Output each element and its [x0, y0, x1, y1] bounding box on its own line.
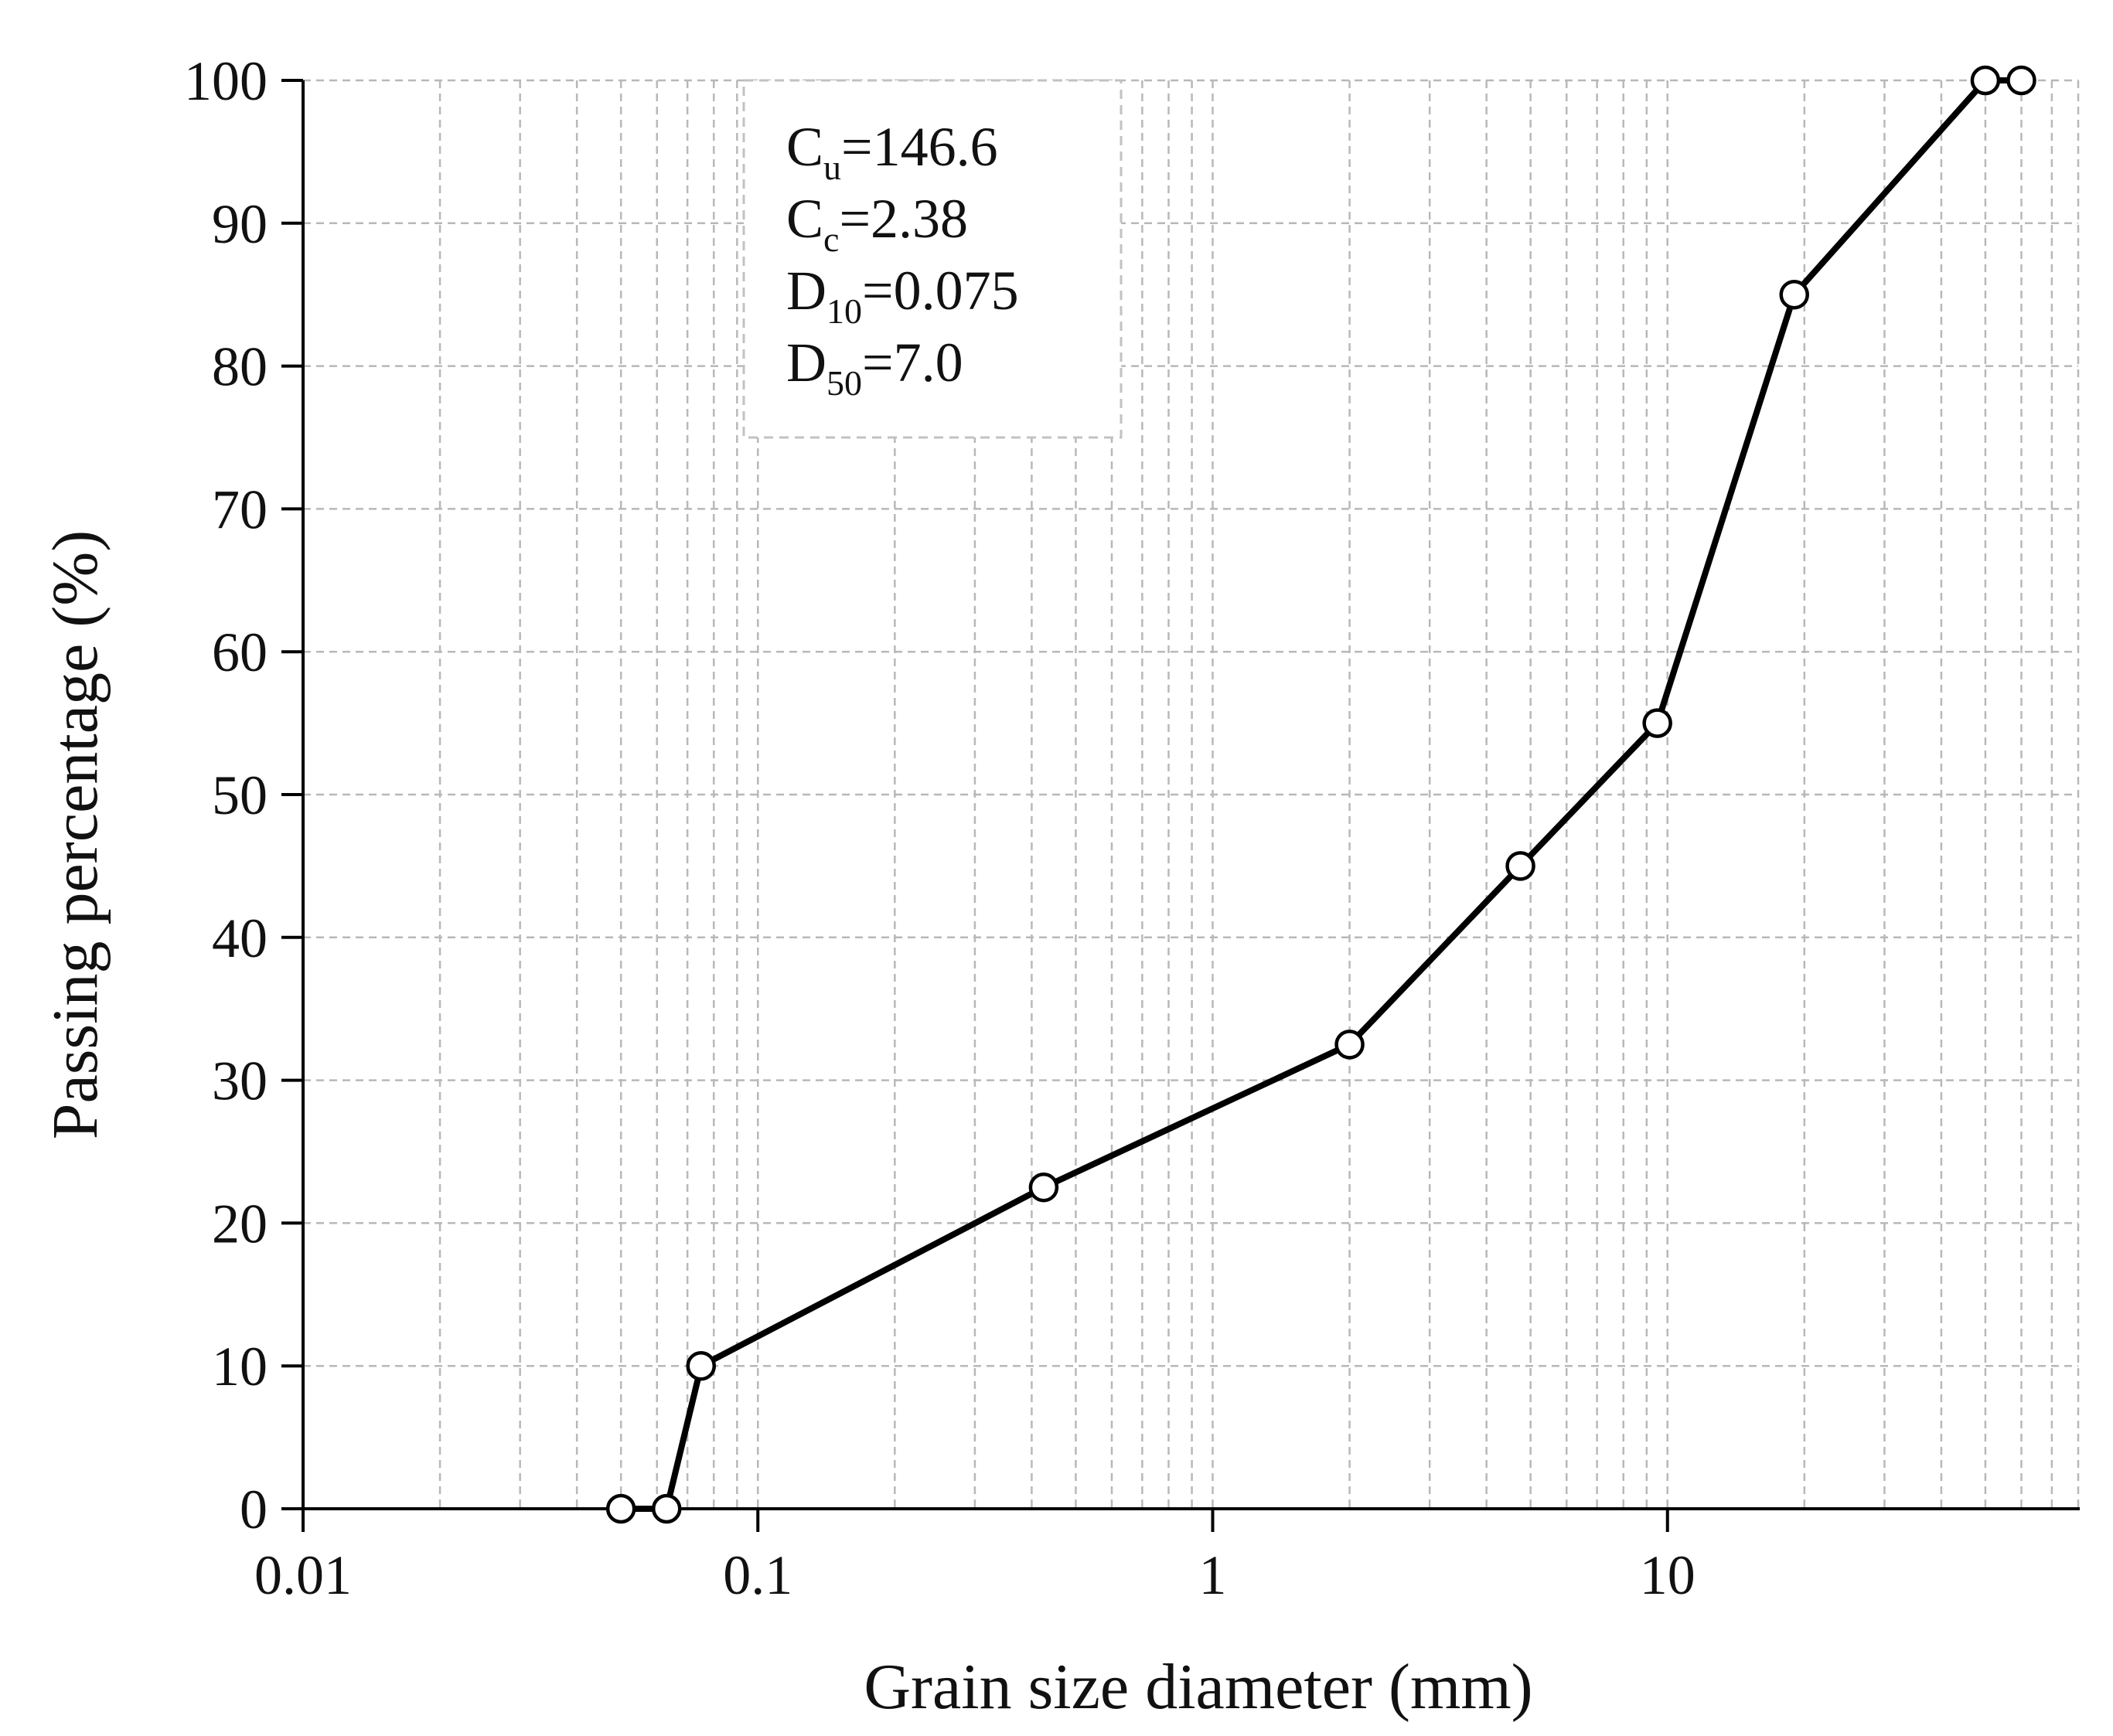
data-point-marker — [1642, 708, 1672, 738]
y-tick-label: 30 — [212, 1050, 268, 1112]
y-tick-label: 80 — [212, 336, 268, 398]
data-point-marker — [1334, 1030, 1365, 1060]
annotation-line: Cc=2.38 — [786, 188, 968, 259]
x-tick-label: 1 — [1199, 1544, 1227, 1606]
data-point-marker — [1505, 851, 1535, 881]
annotation-line: D10=0.075 — [786, 260, 1019, 331]
y-tick-label: 20 — [212, 1193, 268, 1254]
y-tick-label: 90 — [212, 193, 268, 255]
axes — [281, 79, 2080, 1532]
data-point-marker — [1970, 65, 2001, 96]
y-tick-label: 10 — [212, 1336, 268, 1397]
x-tick-label: 0.1 — [723, 1544, 792, 1606]
x-tick-label: 10 — [1640, 1544, 1696, 1606]
y-tick-label: 0 — [240, 1479, 268, 1540]
tick-labels: 0 10 20 30 40 50 60 70 80 90 100 0.01 0.1 1 10 — [184, 50, 1696, 1606]
y-tick-label: 70 — [212, 478, 268, 540]
grid-lines — [303, 79, 2080, 1509]
annotation-line: Cu=146.6 — [786, 116, 998, 187]
data-point-marker — [651, 1493, 682, 1524]
y-tick-label: 50 — [212, 764, 268, 826]
x-tick-label: 0.01 — [254, 1544, 352, 1606]
y-tick-label: 40 — [212, 907, 268, 969]
y-tick-label: 60 — [212, 621, 268, 683]
y-tick-label: 100 — [184, 50, 268, 112]
data-point-marker — [1028, 1172, 1059, 1203]
data-point-marker — [1779, 279, 1809, 310]
data-point-marker — [2006, 65, 2036, 96]
series-line — [618, 77, 2025, 1512]
annotation-frame — [742, 79, 1123, 439]
annotation-line: D50=7.0 — [786, 332, 963, 403]
data-point-marker — [686, 1350, 717, 1381]
data-point-marker — [605, 1493, 636, 1524]
data-series — [605, 65, 2036, 1524]
y-axis-title: Passing percentage (%) — [39, 530, 111, 1139]
x-axis-title: Grain size diameter (mm) — [864, 1651, 1532, 1723]
